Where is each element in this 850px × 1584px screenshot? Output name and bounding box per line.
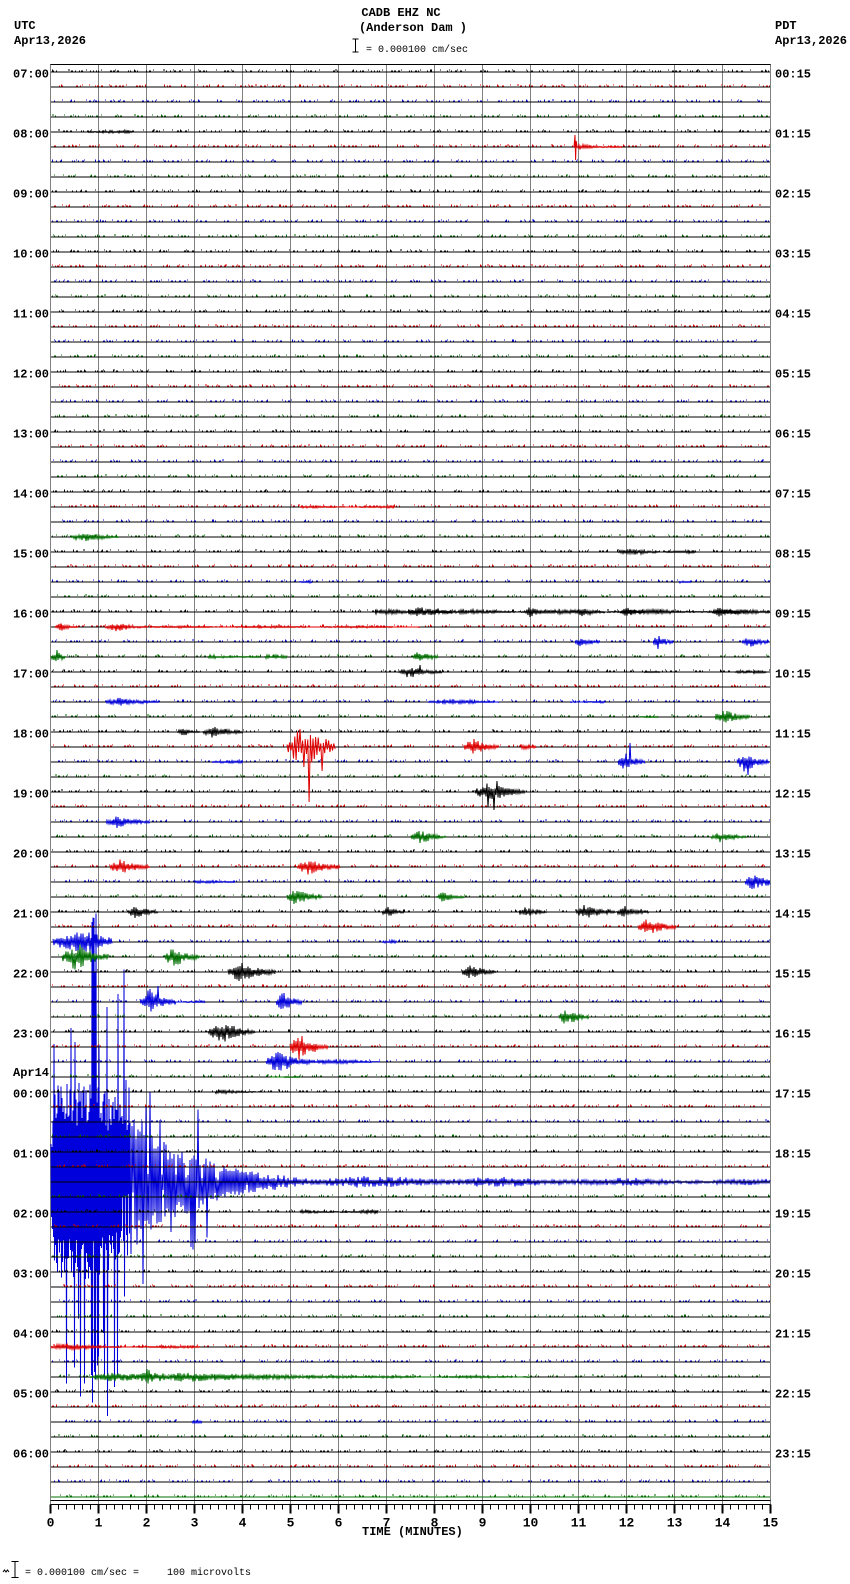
- svg-text:13:00: 13:00: [13, 428, 49, 442]
- svg-text:03:00: 03:00: [13, 1268, 49, 1282]
- svg-text:3: 3: [191, 1516, 199, 1531]
- svg-text:21:15: 21:15: [775, 1328, 811, 1342]
- svg-text:13:15: 13:15: [775, 848, 811, 862]
- svg-text:06:00: 06:00: [13, 1448, 49, 1462]
- svg-text:09:00: 09:00: [13, 188, 49, 202]
- svg-text:20:15: 20:15: [775, 1268, 811, 1282]
- svg-text:12: 12: [619, 1516, 635, 1531]
- svg-text:UTC: UTC: [14, 19, 36, 33]
- svg-text:22:00: 22:00: [13, 968, 49, 982]
- svg-text:00:00: 00:00: [13, 1088, 49, 1102]
- svg-text:14:15: 14:15: [775, 908, 811, 922]
- svg-text:Apr13,2026: Apr13,2026: [775, 34, 847, 48]
- svg-text:01:15: 01:15: [775, 128, 811, 142]
- svg-text:6: 6: [335, 1516, 343, 1531]
- svg-text:02:00: 02:00: [13, 1208, 49, 1222]
- svg-text:20:00: 20:00: [13, 848, 49, 862]
- svg-text:= 0.000100 cm/sec: = 0.000100 cm/sec: [366, 44, 468, 56]
- svg-text:00:15: 00:15: [775, 68, 811, 82]
- svg-text:2: 2: [143, 1516, 151, 1531]
- svg-text:19:00: 19:00: [13, 788, 49, 802]
- svg-text:7: 7: [383, 1516, 391, 1531]
- svg-text:16:00: 16:00: [13, 608, 49, 622]
- svg-text:5: 5: [287, 1516, 295, 1531]
- svg-text:TIME (MINUTES): TIME (MINUTES): [362, 1525, 463, 1539]
- svg-text:19:15: 19:15: [775, 1208, 811, 1222]
- svg-text:Apr14: Apr14: [13, 1066, 49, 1080]
- svg-text:15: 15: [763, 1516, 779, 1531]
- svg-text:23:00: 23:00: [13, 1028, 49, 1042]
- svg-text:05:15: 05:15: [775, 368, 811, 382]
- svg-text:4: 4: [239, 1516, 247, 1531]
- svg-text:1: 1: [95, 1516, 103, 1531]
- svg-text:08:00: 08:00: [13, 128, 49, 142]
- svg-text:PDT: PDT: [775, 19, 797, 33]
- svg-text:8: 8: [431, 1516, 439, 1531]
- svg-text:11:15: 11:15: [775, 728, 811, 742]
- svg-text:09:15: 09:15: [775, 608, 811, 622]
- svg-text:11:00: 11:00: [13, 308, 49, 322]
- svg-text:07:00: 07:00: [13, 68, 49, 82]
- svg-text:03:15: 03:15: [775, 248, 811, 262]
- svg-text:Apr13,2026: Apr13,2026: [14, 34, 86, 48]
- svg-text:9: 9: [479, 1516, 487, 1531]
- svg-text:01:00: 01:00: [13, 1148, 49, 1162]
- svg-text:13: 13: [667, 1516, 683, 1531]
- svg-text:08:15: 08:15: [775, 548, 811, 562]
- svg-text:10:15: 10:15: [775, 668, 811, 682]
- svg-text:10: 10: [523, 1516, 539, 1531]
- svg-text:11: 11: [571, 1516, 587, 1531]
- svg-text:04:15: 04:15: [775, 308, 811, 322]
- svg-text:= 0.000100 cm/sec =: = 0.000100 cm/sec =: [25, 1567, 139, 1579]
- svg-text:06:15: 06:15: [775, 428, 811, 442]
- svg-text:22:15: 22:15: [775, 1388, 811, 1402]
- svg-text:14: 14: [715, 1516, 731, 1531]
- svg-text:17:00: 17:00: [13, 668, 49, 682]
- svg-text:02:15: 02:15: [775, 188, 811, 202]
- svg-text:07:15: 07:15: [775, 488, 811, 502]
- svg-text:12:15: 12:15: [775, 788, 811, 802]
- svg-text:(Anderson Dam ): (Anderson Dam ): [359, 21, 467, 35]
- svg-text:12:00: 12:00: [13, 368, 49, 382]
- svg-text:17:15: 17:15: [775, 1088, 811, 1102]
- svg-text:18:15: 18:15: [775, 1148, 811, 1162]
- svg-text:15:00: 15:00: [13, 548, 49, 562]
- svg-text:04:00: 04:00: [13, 1328, 49, 1342]
- svg-text:15:15: 15:15: [775, 968, 811, 982]
- svg-text:16:15: 16:15: [775, 1028, 811, 1042]
- svg-text:21:00: 21:00: [13, 908, 49, 922]
- svg-text:CADB EHZ NC: CADB EHZ NC: [361, 6, 440, 20]
- svg-text:100 microvolts: 100 microvolts: [167, 1567, 251, 1579]
- svg-text:23:15: 23:15: [775, 1448, 811, 1462]
- svg-text:18:00: 18:00: [13, 728, 49, 742]
- svg-text:05:00: 05:00: [13, 1388, 49, 1402]
- svg-text:10:00: 10:00: [13, 248, 49, 262]
- svg-text:14:00: 14:00: [13, 488, 49, 502]
- svg-text:0: 0: [47, 1516, 55, 1531]
